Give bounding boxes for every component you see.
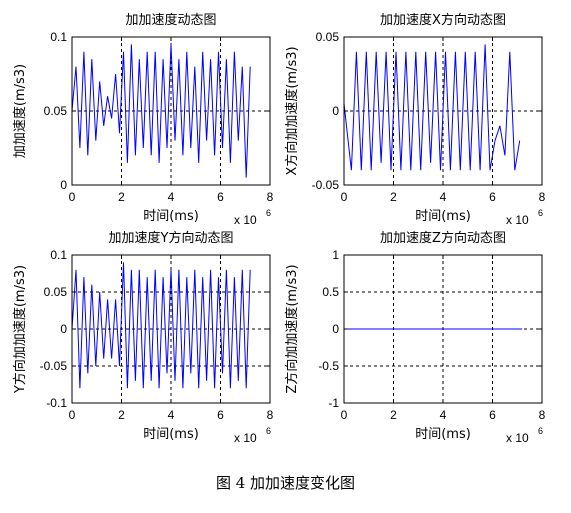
y-tick-label: 0 [60, 178, 67, 192]
x-axis-label: 时间(ms) [143, 427, 199, 442]
y-tick-label: 0.05 [316, 30, 340, 44]
x-tick-label: 2 [390, 190, 397, 204]
x-tick-label: 4 [168, 408, 175, 422]
y-tick-label: 0.05 [44, 285, 68, 299]
x-tick-label: 0 [69, 408, 76, 422]
y-tick-label: 0 [332, 104, 339, 118]
chart-title: 加加速度Y方向动态图 [109, 230, 234, 246]
x-tick-label: 8 [539, 190, 546, 204]
y-tick-label: -1 [328, 396, 339, 410]
y-tick-label: -0.05 [312, 178, 340, 192]
y-tick-label: 0.1 [50, 30, 67, 44]
x-tick-label: 4 [168, 190, 175, 204]
chart-title: 加加速度Z方向动态图 [380, 230, 506, 246]
x-scale-multiplier: x 10 [506, 213, 529, 227]
x-axis-label: 时间(ms) [415, 427, 471, 442]
y-axis-label: 加加速度(m/s3) [12, 64, 28, 158]
x-scale-exponent: 6 [538, 208, 543, 218]
x-tick-label: 6 [489, 408, 496, 422]
x-tick-label: 6 [489, 190, 496, 204]
x-scale-exponent: 6 [266, 426, 271, 436]
x-axis-label: 时间(ms) [143, 209, 199, 224]
y-tick-label: 0.05 [44, 104, 68, 118]
y-tick-label: 1 [332, 248, 339, 262]
x-tick-label: 6 [217, 190, 224, 204]
x-scale-multiplier: x 10 [506, 431, 529, 445]
x-tick-label: 0 [341, 408, 348, 422]
y-tick-label: 0.1 [50, 248, 67, 262]
x-scale-exponent: 6 [266, 208, 271, 218]
y-axis-label: X方向加加速度(m/s3) [284, 46, 300, 175]
y-tick-label: -0.5 [318, 359, 339, 373]
series-line [71, 262, 251, 389]
y-tick-label: -0.05 [40, 359, 68, 373]
figure-caption: 图 4 加加速度变化图 [215, 474, 356, 492]
y-axis-label: Z方向加加速度(m/s3) [284, 264, 300, 393]
x-tick-label: 2 [118, 408, 125, 422]
y-tick-label: 0.5 [322, 285, 339, 299]
chart-title: 加加速度动态图 [125, 12, 216, 28]
x-tick-label: 6 [217, 408, 224, 422]
x-tick-label: 8 [539, 408, 546, 422]
x-scale-exponent: 6 [538, 426, 543, 436]
y-tick-label: 0 [332, 322, 339, 336]
x-tick-label: 2 [390, 408, 397, 422]
x-tick-label: 4 [440, 408, 447, 422]
x-tick-label: 8 [267, 408, 274, 422]
series-line [343, 44, 521, 171]
x-tick-label: 2 [118, 190, 125, 204]
y-tick-label: -0.1 [46, 396, 67, 410]
x-tick-label: 0 [341, 190, 348, 204]
series-line [71, 44, 251, 178]
y-axis-label: Y方向加加速度(m/s3) [12, 265, 28, 394]
x-scale-multiplier: x 10 [234, 213, 257, 227]
chart-title: 加加速度X方向动态图 [380, 12, 506, 28]
x-scale-multiplier: x 10 [234, 431, 257, 445]
x-axis-label: 时间(ms) [415, 209, 471, 224]
x-tick-label: 0 [69, 190, 76, 204]
x-tick-label: 4 [440, 190, 447, 204]
y-tick-label: 0 [60, 322, 67, 336]
x-tick-label: 8 [267, 190, 274, 204]
